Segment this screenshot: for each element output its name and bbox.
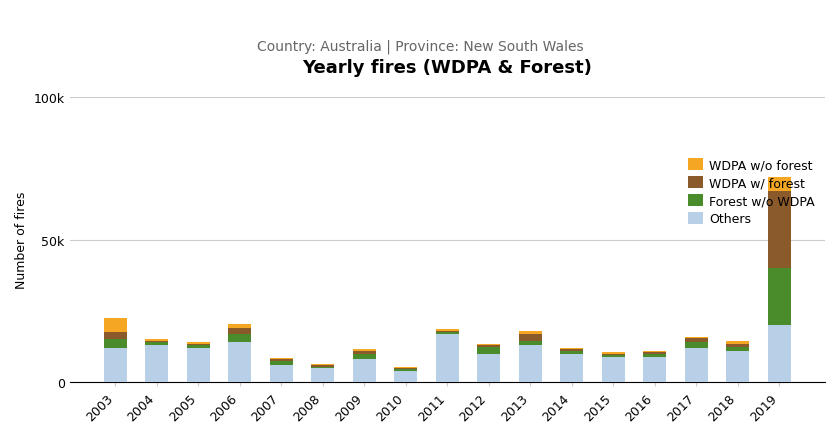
Title: Yearly fires (WDPA & Forest): Yearly fires (WDPA & Forest) xyxy=(302,59,592,77)
Bar xyxy=(270,360,292,361)
Bar xyxy=(560,350,583,351)
Bar xyxy=(104,332,127,339)
Bar xyxy=(186,345,210,348)
Bar xyxy=(394,371,417,382)
Bar xyxy=(394,367,417,368)
Bar xyxy=(228,334,251,343)
Bar xyxy=(436,330,459,331)
Bar xyxy=(104,318,127,332)
Bar xyxy=(519,331,542,334)
Bar xyxy=(186,348,210,382)
Bar xyxy=(477,354,500,382)
Bar xyxy=(727,341,749,344)
Bar xyxy=(560,351,583,354)
Bar xyxy=(685,343,707,348)
Bar xyxy=(270,358,292,360)
Bar xyxy=(643,354,666,357)
Bar xyxy=(312,368,334,382)
Y-axis label: Number of fires: Number of fires xyxy=(15,191,28,289)
Bar xyxy=(727,351,749,382)
Bar xyxy=(312,364,334,365)
Bar xyxy=(436,332,459,334)
Bar xyxy=(477,345,500,347)
Bar xyxy=(312,367,334,368)
Bar xyxy=(519,345,542,382)
Bar xyxy=(145,339,168,341)
Bar xyxy=(270,361,292,365)
Bar xyxy=(768,268,790,325)
Bar xyxy=(477,344,500,345)
Bar xyxy=(685,337,707,338)
Bar xyxy=(643,353,666,354)
Bar xyxy=(601,357,625,382)
Bar xyxy=(601,354,625,355)
Bar xyxy=(228,324,251,328)
Bar xyxy=(353,350,375,351)
Bar xyxy=(145,345,168,382)
Bar xyxy=(601,353,625,354)
Bar xyxy=(519,341,542,345)
Bar xyxy=(186,344,210,345)
Bar xyxy=(685,338,707,343)
Bar xyxy=(145,341,168,343)
Bar xyxy=(353,360,375,382)
Bar xyxy=(768,177,790,191)
Bar xyxy=(104,339,127,348)
Bar xyxy=(436,331,459,332)
Bar xyxy=(228,328,251,334)
Bar xyxy=(270,365,292,382)
Bar xyxy=(145,343,168,345)
Bar xyxy=(768,325,790,382)
Bar xyxy=(353,351,375,354)
Bar xyxy=(353,354,375,360)
Bar xyxy=(477,347,500,354)
Bar xyxy=(727,347,749,351)
Bar xyxy=(560,354,583,382)
Bar xyxy=(228,343,251,382)
Bar xyxy=(685,348,707,382)
Bar xyxy=(186,343,210,344)
Bar xyxy=(643,357,666,382)
Bar xyxy=(104,348,127,382)
Bar xyxy=(560,348,583,350)
Legend: WDPA w/o forest, WDPA w/ forest, Forest w/o WDPA, Others: WDPA w/o forest, WDPA w/ forest, Forest … xyxy=(685,155,819,230)
Bar xyxy=(768,191,790,268)
Bar xyxy=(312,365,334,367)
Bar xyxy=(727,344,749,347)
Bar xyxy=(643,351,666,353)
Bar xyxy=(519,334,542,341)
Bar xyxy=(394,368,417,370)
Bar xyxy=(436,334,459,382)
Text: Country: Australia | Province: New South Wales: Country: Australia | Province: New South… xyxy=(257,39,583,54)
Bar xyxy=(601,355,625,357)
Bar xyxy=(394,370,417,371)
